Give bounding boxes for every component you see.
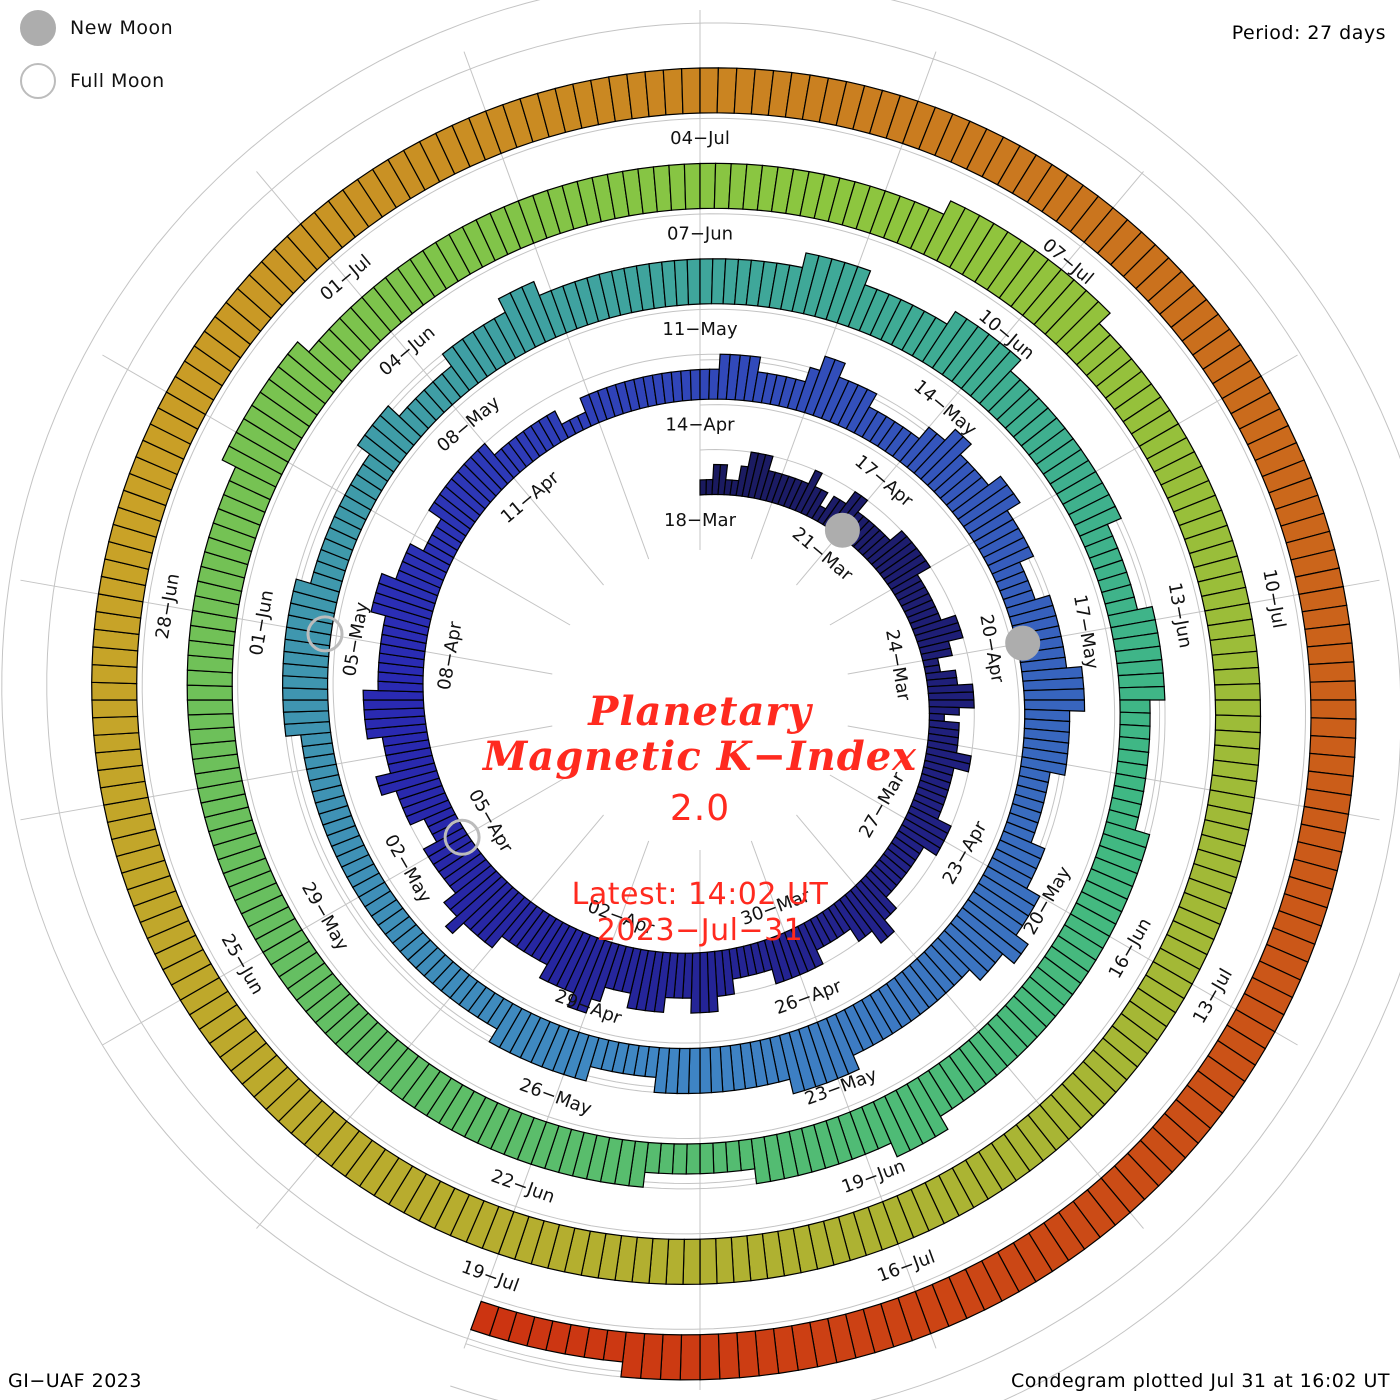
date-tick-label: 24−Mar bbox=[881, 628, 914, 703]
date-tick-label: 07−Jun bbox=[667, 224, 733, 245]
date-tick-label: 22−Jun bbox=[488, 1166, 557, 1208]
legend-label-new-moon: New Moon bbox=[70, 17, 174, 39]
new-moon-marker bbox=[1005, 625, 1041, 661]
legend-item-new-moon: New Moon bbox=[20, 10, 173, 46]
new-moon-icon bbox=[20, 10, 56, 46]
date-tick-label: 01−Jun bbox=[246, 588, 278, 657]
date-tick-label: 14−Apr bbox=[665, 415, 735, 436]
date-tick-label: 26−May bbox=[517, 1074, 595, 1120]
full-moon-icon bbox=[20, 63, 56, 99]
date-tick-label: 30−Mar bbox=[738, 885, 813, 930]
plotted-timestamp: Condegram plotted Jul 31 at 16:02 UT bbox=[1010, 1370, 1390, 1392]
period-label: Period: 27 days bbox=[1231, 22, 1386, 44]
legend-label-full-moon: Full Moon bbox=[70, 70, 165, 92]
date-tick-label: 02−Apr bbox=[585, 896, 658, 940]
date-tick-label: 05−May bbox=[339, 600, 373, 678]
date-tick-label: 13−Jun bbox=[1164, 581, 1196, 650]
date-tick-label: 04−Jul bbox=[670, 128, 730, 149]
date-tick-label: 11−May bbox=[662, 319, 738, 340]
date-tick-label: 08−Apr bbox=[434, 619, 467, 691]
new-moon-marker bbox=[824, 512, 860, 548]
date-tick-label: 17−May bbox=[1069, 593, 1103, 671]
date-tick-label: 18−Mar bbox=[664, 510, 737, 531]
legend-item-full-moon: Full Moon bbox=[20, 63, 165, 99]
date-tick-label: 19−Jun bbox=[839, 1156, 908, 1198]
credit-label: GI−UAF 2023 bbox=[8, 1370, 142, 1392]
full-moon-marker bbox=[443, 818, 481, 856]
date-tick-label: 28−Jun bbox=[152, 572, 184, 641]
date-tick-label: 20−Apr bbox=[975, 613, 1008, 685]
full-moon-marker bbox=[306, 615, 344, 653]
date-tick-label: 10−Jul bbox=[1258, 568, 1289, 630]
